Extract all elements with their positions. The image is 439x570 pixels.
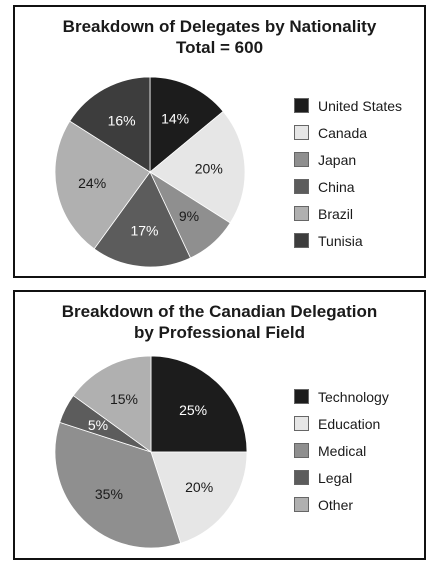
legend-label: Canada <box>318 125 368 141</box>
slice-label-canada: 20% <box>195 160 223 176</box>
nationality-chart-title: Breakdown of Delegates by Nationality <box>62 17 377 36</box>
legend-label: Legal <box>318 470 353 486</box>
legend-label: Other <box>318 497 354 513</box>
profession-chart-panel: Breakdown of the Canadian Delegation by … <box>13 290 426 560</box>
pie-slice-education <box>150 451 248 544</box>
pie-slice-canada <box>149 110 246 224</box>
slice-label-tunisia: 16% <box>108 112 136 128</box>
legend-label: China <box>318 179 355 195</box>
legend-swatch <box>294 152 309 167</box>
legend-label: Brazil <box>318 206 354 222</box>
legend-swatch <box>294 443 309 458</box>
pie-slice-other <box>72 355 152 453</box>
slice-label-brazil: 24% <box>78 175 106 191</box>
nationality-chart-panel: Breakdown of Delegates by Nationality To… <box>13 5 426 278</box>
legend-swatch <box>294 206 309 221</box>
pie-slice-china <box>93 171 191 268</box>
profession-pie-chart: 25% 20% 35% 5%15% <box>54 355 248 549</box>
legend-label: Japan <box>318 152 357 168</box>
slice-label-education: 20% <box>185 479 213 495</box>
slice-label-other: 15% <box>110 391 138 407</box>
nationality-pie-chart: 14% 20% 9% 17% 24% 16% <box>54 76 246 268</box>
legend-swatch <box>294 497 309 512</box>
legend-swatch <box>294 470 309 485</box>
legend-label: Technology <box>318 389 389 405</box>
legend-swatch <box>294 125 309 140</box>
slice-label-medical: 35% <box>95 486 123 502</box>
legend-label: Education <box>318 416 381 432</box>
legend-swatch <box>294 98 309 113</box>
profession-chart-title: Breakdown of the Canadian Delegation <box>61 302 378 321</box>
legend-label: Tunisia <box>318 233 363 249</box>
slice-label-china: 17% <box>130 223 158 239</box>
slice-label-japan: 9% <box>179 208 199 224</box>
legend-swatch <box>294 179 309 194</box>
pie-slice-technology <box>150 355 248 453</box>
legend-label: Medical <box>318 443 367 459</box>
pie-slice-tunisia <box>69 76 151 173</box>
slice-label-legal: 5% <box>88 417 108 433</box>
pie-slice-brazil <box>54 120 151 250</box>
legend-label: United States <box>318 98 403 114</box>
profession-chart-subtitle: by Professional Field <box>134 323 305 342</box>
legend-swatch <box>294 389 309 404</box>
pie-slice-united-states <box>149 76 224 173</box>
legend-swatch <box>294 416 309 431</box>
nationality-chart-subtitle: Total = 600 <box>175 38 264 57</box>
slice-label-united-states: 14% <box>161 111 189 127</box>
pie-slice-medical <box>54 421 182 549</box>
slice-label-technology: 25% <box>179 402 207 418</box>
legend-swatch <box>294 233 309 248</box>
